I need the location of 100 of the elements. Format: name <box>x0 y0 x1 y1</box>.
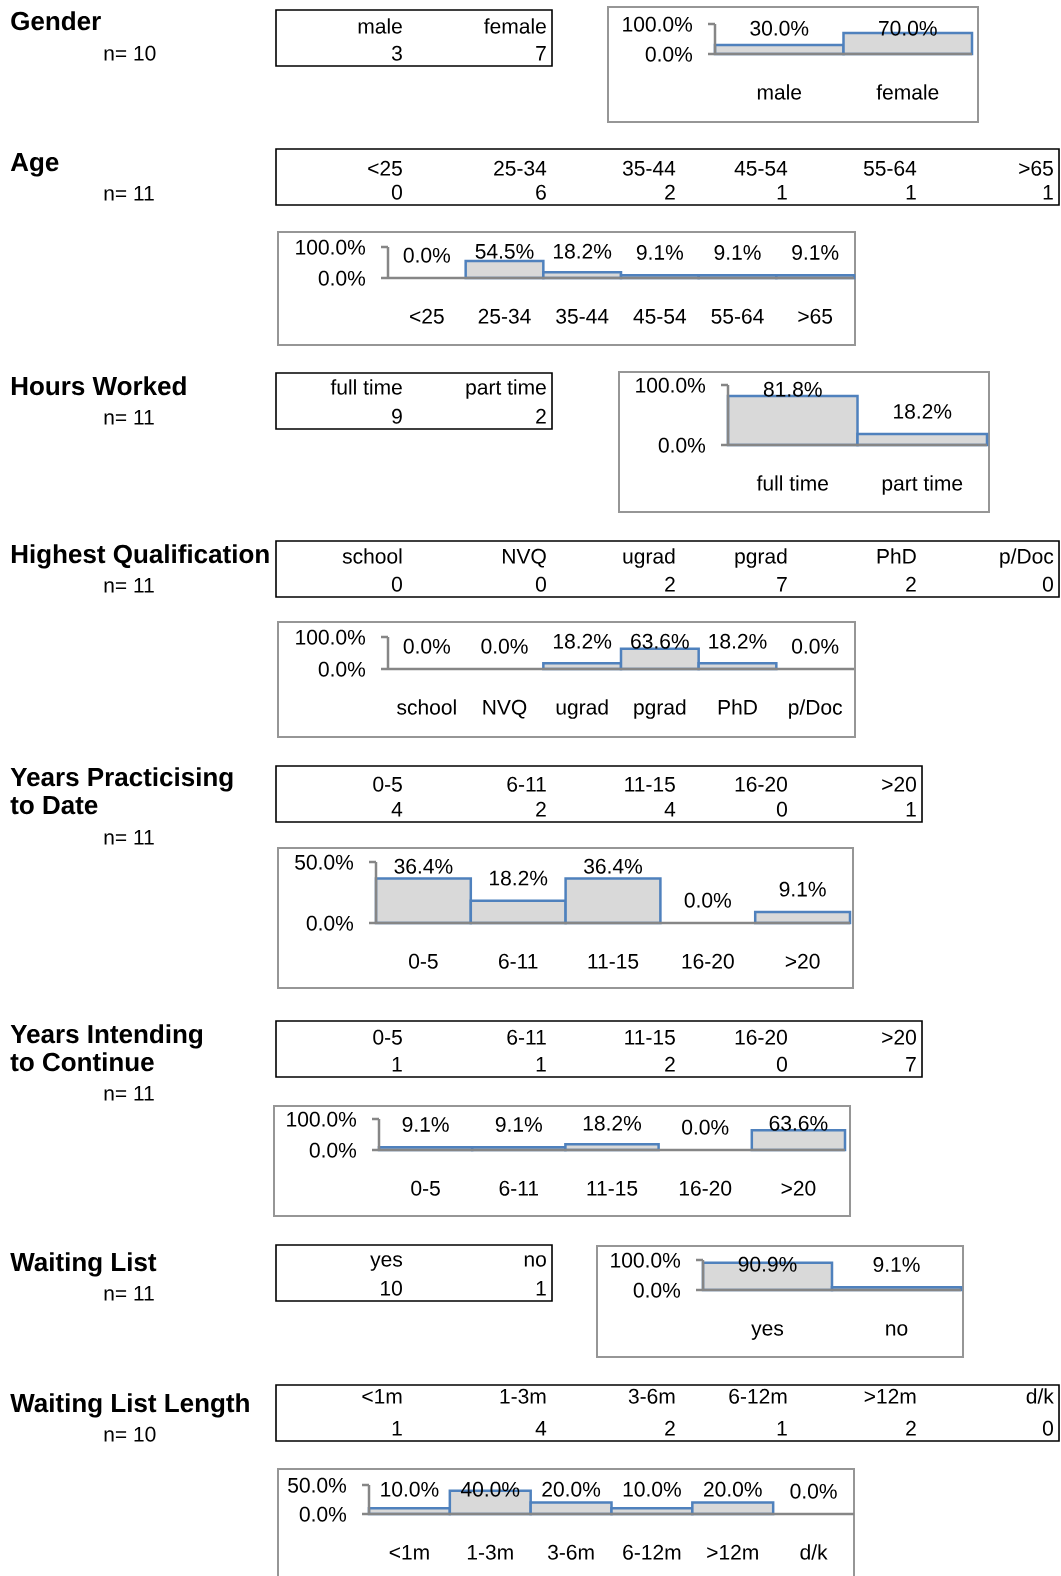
text: Years Intending to Continue <box>10 1024 203 1072</box>
data-label: 1 <box>906 802 916 817</box>
x-tick-label: school <box>397 699 456 715</box>
data-label: 9 <box>392 408 402 424</box>
data-label: 3 <box>391 45 402 61</box>
category-label: <25 <box>368 160 402 176</box>
y-tick-label: 0.0% <box>318 661 366 677</box>
x-tick-label: 35-44 <box>556 308 609 324</box>
category-label: <1m <box>362 1389 402 1404</box>
category-label: 0-5 <box>373 1029 402 1045</box>
y-tick-label: 0.0% <box>318 270 366 286</box>
y-tick-label: 100.0% <box>611 1252 681 1268</box>
data-label: 2 <box>906 1420 916 1436</box>
data-label: 0 <box>1042 576 1053 592</box>
data-label: 4 <box>664 802 676 817</box>
category-label: female <box>484 18 546 34</box>
data-label: 0 <box>535 576 546 592</box>
category-label: 6-11 <box>507 776 546 792</box>
text: n= 11 <box>104 410 154 425</box>
x-tick-label: 11-15 <box>588 954 639 969</box>
text: Gender <box>11 11 101 31</box>
data-label: 2 <box>536 408 546 424</box>
data-label: 63.6% <box>631 633 689 649</box>
data-label: 36.4% <box>584 858 643 874</box>
text: n= 11 <box>104 1286 154 1301</box>
x-tick-label: 16-20 <box>679 1180 732 1196</box>
data-label: 0 <box>776 1056 787 1072</box>
data-label: 2 <box>906 576 916 592</box>
data-label: 0 <box>776 801 787 817</box>
data-label: 20.0% <box>542 1481 601 1497</box>
category-label: 3-6m <box>628 1388 675 1404</box>
x-tick-label: 11-15 <box>587 1181 638 1196</box>
y-tick-label: 0.0% <box>645 46 693 62</box>
category-label: 0-5 <box>373 776 402 792</box>
data-label: 63.6% <box>769 1115 828 1131</box>
category-label: yes <box>370 1255 403 1271</box>
category-label: >20 <box>882 1029 916 1045</box>
y-tick-label: 50.0% <box>288 1477 347 1493</box>
x-tick-label: 6-12m <box>623 1544 681 1560</box>
x-tick-label: 25-34 <box>478 308 531 324</box>
category-label: no <box>524 1255 546 1267</box>
category-label: 6-11 <box>507 1029 546 1045</box>
data-label: 0.0% <box>682 1119 729 1135</box>
category-label: 45-54 <box>734 161 788 176</box>
y-tick-label: 100.0% <box>296 239 366 255</box>
data-label: 10.0% <box>623 1481 681 1497</box>
category-label: PhD <box>877 548 916 564</box>
text: Waiting List Length <box>10 1393 249 1418</box>
x-tick-label: 0-5 <box>409 953 438 969</box>
data-label: 2 <box>665 576 675 592</box>
category-label: d/k <box>1026 1388 1054 1404</box>
data-label: 7 <box>906 1057 916 1072</box>
data-label: 1 <box>777 1421 787 1436</box>
x-tick-label: 3-6m <box>547 1544 594 1560</box>
data-label: 10 <box>381 1280 402 1296</box>
text: n= 10 <box>104 45 156 61</box>
x-tick-label: ugrad <box>556 699 608 719</box>
text: n= 11 <box>104 1086 154 1101</box>
data-label: 1 <box>392 1421 402 1436</box>
y-tick-label: 0.0% <box>306 915 354 931</box>
data-label: 0 <box>1042 1420 1053 1436</box>
x-tick-label: >20 <box>781 1180 816 1196</box>
x-tick-label: 45-54 <box>633 309 687 324</box>
text: Hours Worked <box>11 376 186 396</box>
data-label: 1 <box>536 1281 546 1296</box>
data-label: 1 <box>392 1057 402 1072</box>
data-label: 2 <box>665 1056 675 1072</box>
x-tick-label: 0-5 <box>411 1180 440 1196</box>
x-tick-label: d/k <box>800 1544 828 1560</box>
data-label: 1 <box>536 1057 546 1072</box>
x-tick-label: >12m <box>707 1544 758 1560</box>
data-label: 0.0% <box>684 892 731 908</box>
y-tick-label: 50.0% <box>295 854 354 870</box>
data-label: 18.2% <box>583 1115 642 1131</box>
y-tick-label: 100.0% <box>623 16 693 32</box>
data-label: 54.5% <box>475 243 534 259</box>
text: Waiting List <box>10 1252 157 1277</box>
category-label: 6-12m <box>729 1388 787 1404</box>
data-label: 18.2% <box>709 633 767 649</box>
text: n= 11 <box>104 186 154 201</box>
data-label: 6 <box>536 184 546 200</box>
data-label: 9.1% <box>402 1117 449 1132</box>
category-label: 11-15 <box>625 1030 675 1045</box>
data-label: 81.8% <box>763 381 822 397</box>
x-tick-label: 6-11 <box>499 953 538 969</box>
x-tick-label: >65 <box>798 308 833 324</box>
category-label: part time <box>466 379 546 399</box>
y-tick-label: 100.0% <box>287 1111 357 1127</box>
data-label: 2 <box>665 184 675 200</box>
text: n= 10 <box>104 1426 156 1442</box>
y-tick-label: 0.0% <box>299 1506 347 1522</box>
x-tick-label: NVQ <box>483 699 527 719</box>
data-label: 9.1% <box>636 245 684 260</box>
data-label: 0.0% <box>403 247 451 263</box>
category-label: 16-20 <box>735 776 787 792</box>
text: Highest Qualification <box>11 544 269 569</box>
data-label: 0 <box>391 576 402 592</box>
data-label: 0.0% <box>792 638 839 654</box>
x-tick-label: <1m <box>389 1545 429 1560</box>
x-tick-label: 6-11 <box>499 1180 539 1196</box>
